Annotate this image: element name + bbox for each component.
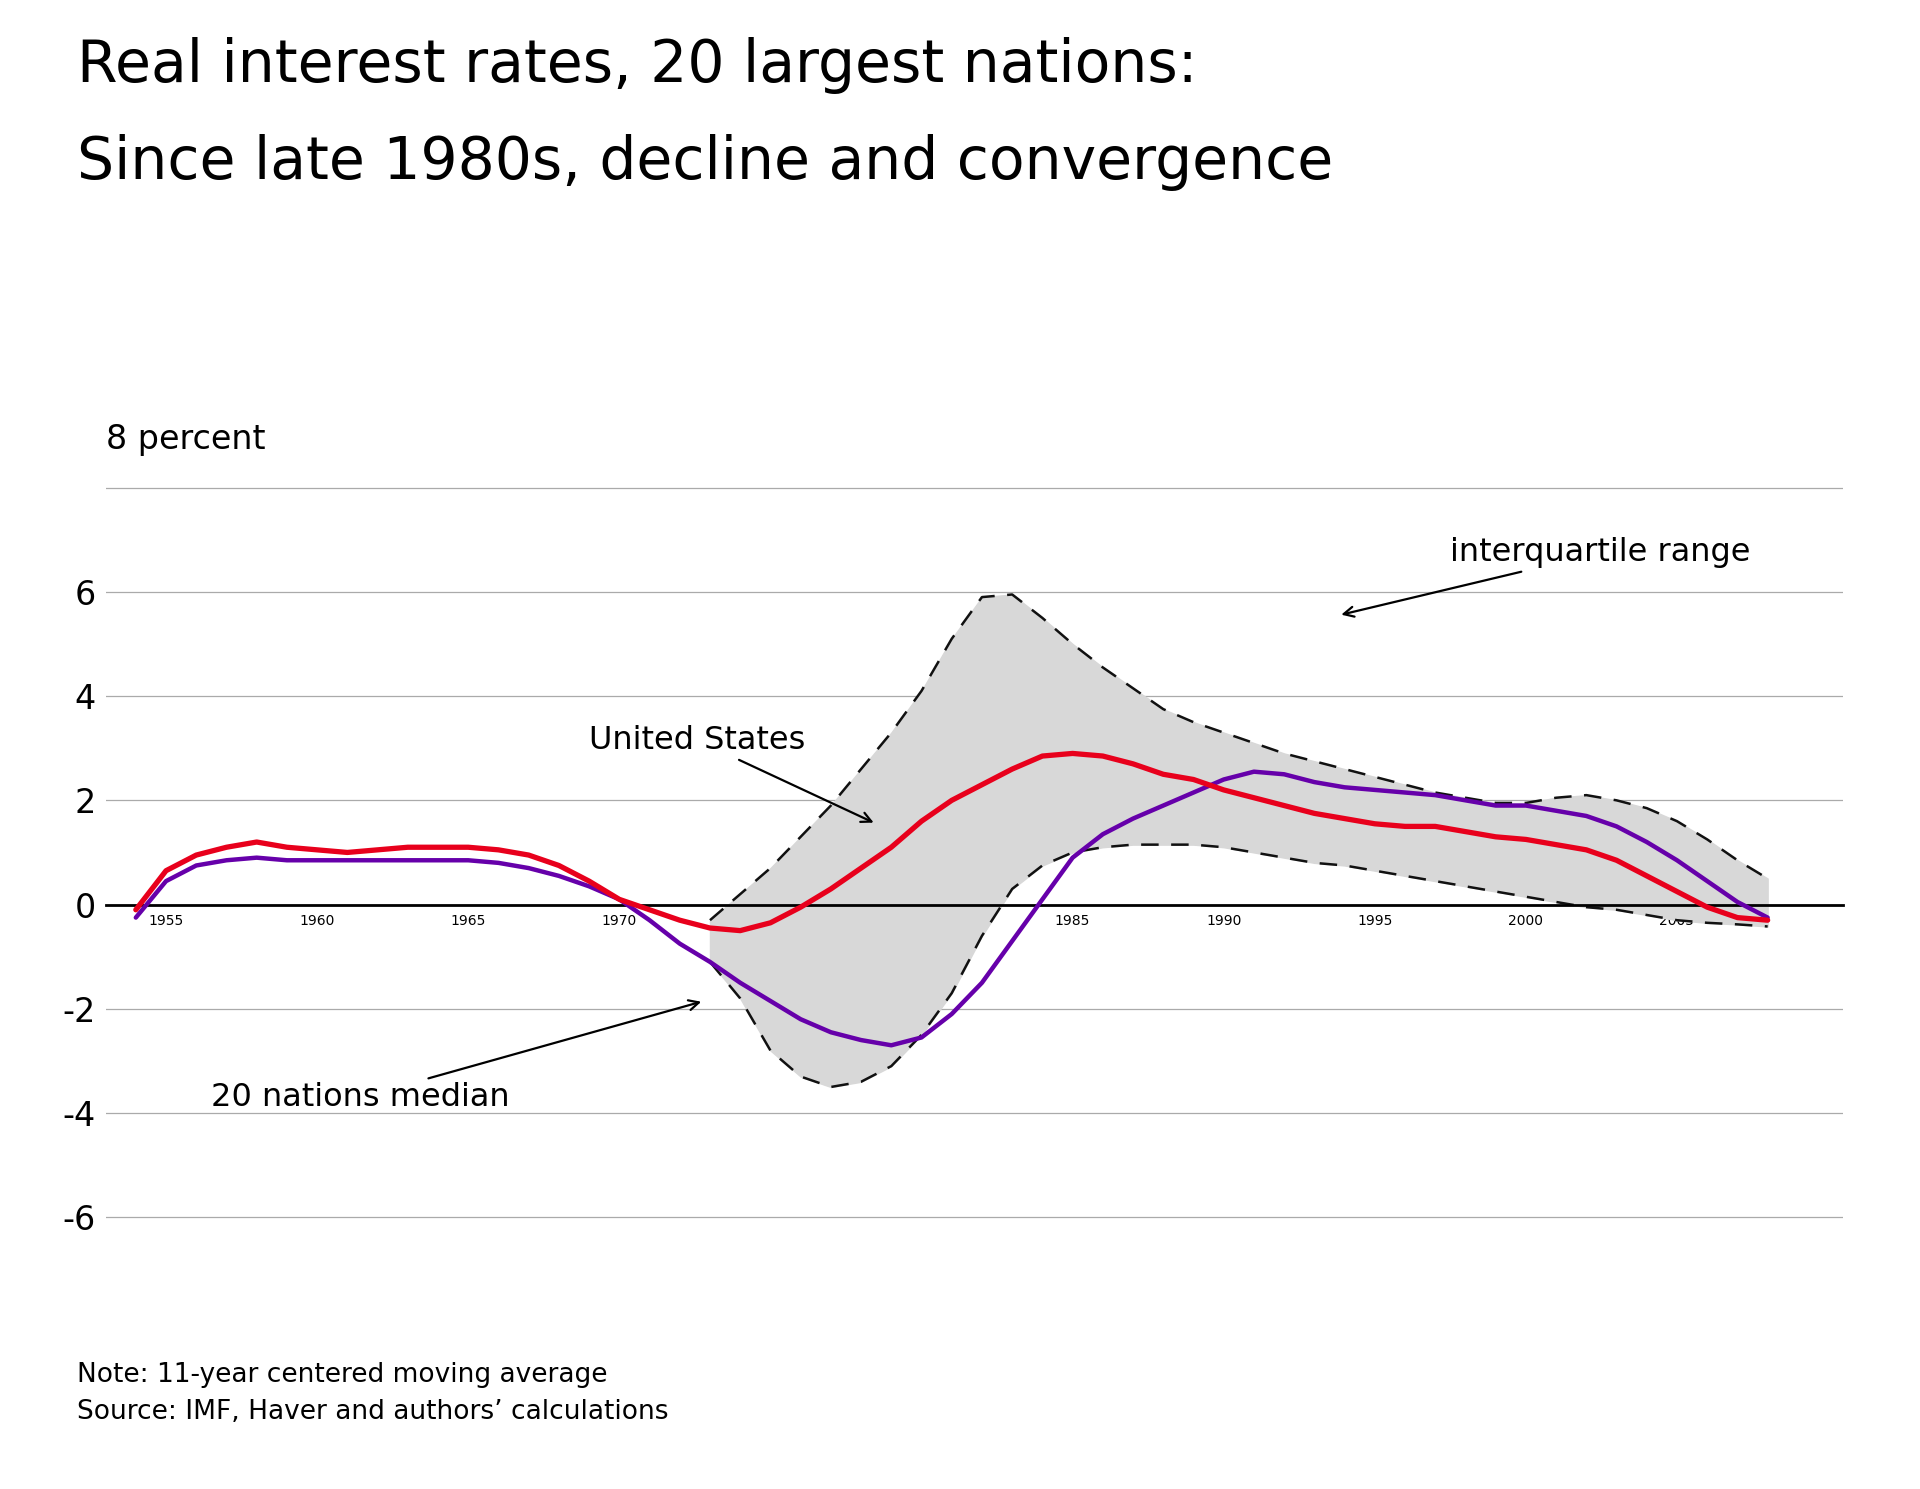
Text: Real interest rates, 20 largest nations:: Real interest rates, 20 largest nations: — [77, 37, 1198, 94]
Text: 2: 2 — [1839, 18, 1889, 86]
Text: interquartile range: interquartile range — [1344, 538, 1751, 616]
Text: 8 percent: 8 percent — [106, 423, 265, 457]
Text: Since late 1980s, decline and convergence: Since late 1980s, decline and convergenc… — [77, 134, 1332, 191]
Text: Note: 11-year centered moving average
Source: IMF, Haver and authors’ calculatio: Note: 11-year centered moving average So… — [77, 1362, 668, 1425]
Text: 20 nations median: 20 nations median — [211, 1001, 699, 1112]
Text: United States: United States — [589, 725, 872, 822]
